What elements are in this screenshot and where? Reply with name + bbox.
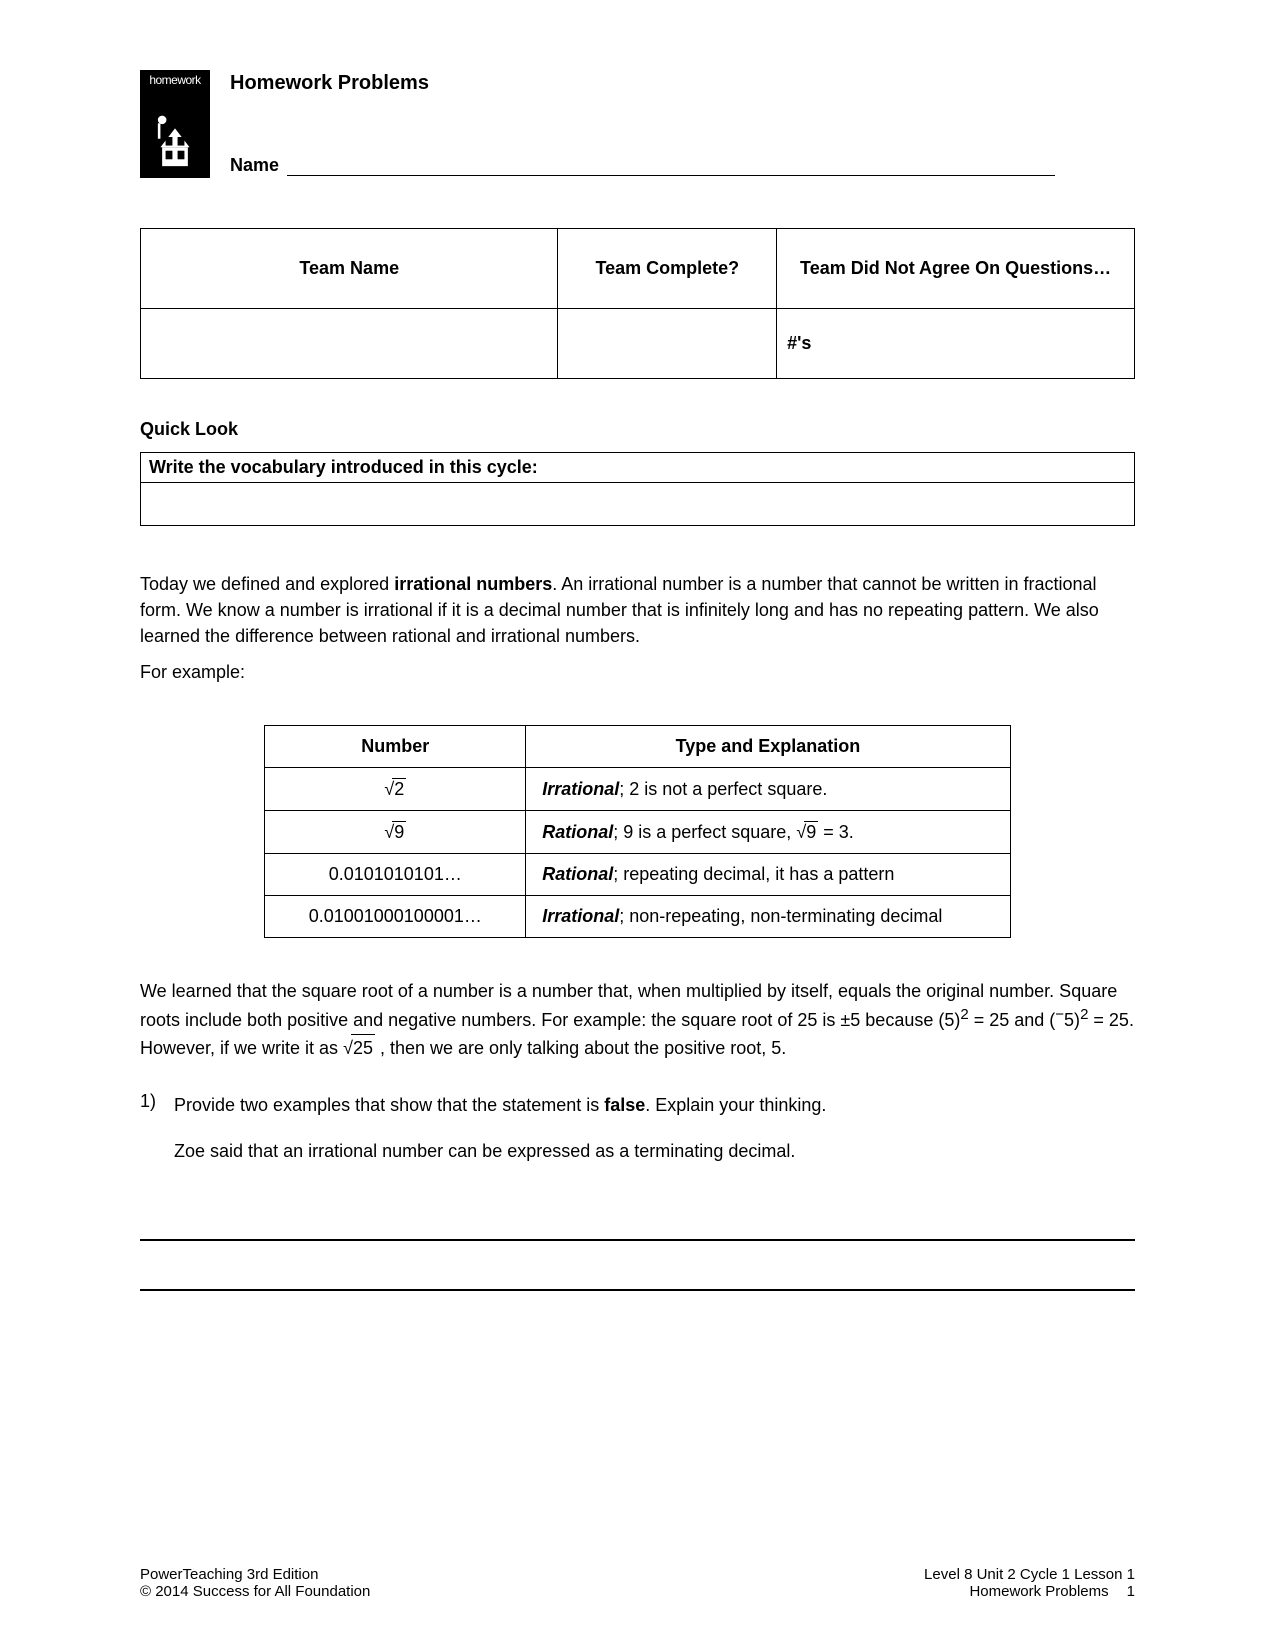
intro-bold: irrational numbers bbox=[394, 574, 552, 594]
answer-line-1[interactable] bbox=[140, 1201, 1135, 1241]
body2-2b: 5) bbox=[1064, 1010, 1080, 1030]
body-paragraph-2: We learned that the square root of a num… bbox=[140, 978, 1135, 1060]
team-name-cell[interactable] bbox=[141, 309, 558, 379]
team-name-header: Team Name bbox=[141, 229, 558, 309]
example-explanation-4: Irrational; non-repeating, non-terminati… bbox=[526, 896, 1010, 938]
footer-copyright: © 2014 Success for All Foundation bbox=[140, 1583, 370, 1600]
example-header-row: Number Type and Explanation bbox=[265, 726, 1010, 768]
homework-logo: homework bbox=[140, 70, 210, 178]
quick-look-box: Write the vocabulary introduced in this … bbox=[140, 452, 1135, 526]
team-complete-header: Team Complete? bbox=[558, 229, 777, 309]
name-field-row: Name bbox=[230, 155, 1135, 176]
superscript-1: 2 bbox=[960, 1006, 968, 1023]
header: homework Homework Problems Name bbox=[140, 70, 1135, 178]
example-number-3: 0.0101010101… bbox=[265, 854, 526, 896]
example-row-4: 0.01001000100001… Irrational; non-repeat… bbox=[265, 896, 1010, 938]
q1-bold: false bbox=[604, 1095, 645, 1115]
footer-section-page: Homework Problems 1 bbox=[924, 1583, 1135, 1600]
q1-statement: Zoe said that an irrational number can b… bbox=[174, 1137, 1135, 1166]
team-table-input-row: #'s bbox=[141, 309, 1135, 379]
sqrt-25: 25 bbox=[351, 1034, 375, 1061]
name-input-line[interactable] bbox=[287, 175, 1055, 176]
footer-edition: PowerTeaching 3rd Edition bbox=[140, 1566, 370, 1583]
question-1: 1) Provide two examples that show that t… bbox=[140, 1091, 1135, 1167]
q1-text-1: Provide two examples that show that the … bbox=[174, 1095, 604, 1115]
worksheet-page: homework Homework Problems Name bbox=[0, 0, 1275, 1341]
team-disagree-header: Team Did Not Agree On Questions… bbox=[777, 229, 1135, 309]
q1-text-2: . Explain your thinking. bbox=[645, 1095, 826, 1115]
intro-text-1: Today we defined and explored bbox=[140, 574, 394, 594]
intro-example-label: For example: bbox=[140, 659, 1135, 685]
quick-look-heading: Quick Look bbox=[140, 419, 1135, 440]
quick-look-input[interactable] bbox=[141, 483, 1134, 525]
example-table: Number Type and Explanation 2 Irrational… bbox=[264, 725, 1010, 938]
intro-paragraph: Today we defined and explored irrational… bbox=[140, 571, 1135, 649]
footer-level: Level 8 Unit 2 Cycle 1 Lesson 1 bbox=[924, 1566, 1135, 1583]
answer-lines bbox=[140, 1201, 1135, 1291]
example-explanation-1: Irrational; 2 is not a perfect square. bbox=[526, 768, 1010, 811]
logo-house-icon bbox=[140, 90, 210, 178]
example-number-2: 9 bbox=[265, 811, 526, 854]
example-row-1: 2 Irrational; 2 is not a perfect square. bbox=[265, 768, 1010, 811]
team-disagree-cell[interactable]: #'s bbox=[777, 309, 1135, 379]
example-number-1: 2 bbox=[265, 768, 526, 811]
negative-sign: − bbox=[1055, 1006, 1064, 1023]
quick-look-prompt: Write the vocabulary introduced in this … bbox=[141, 453, 1134, 483]
footer: PowerTeaching 3rd Edition © 2014 Success… bbox=[140, 1566, 1135, 1600]
question-text: Provide two examples that show that the … bbox=[174, 1091, 1135, 1167]
example-explanation-2: Rational; 9 is a perfect square, 9 = 3. bbox=[526, 811, 1010, 854]
footer-section: Homework Problems bbox=[969, 1583, 1108, 1600]
footer-right: Level 8 Unit 2 Cycle 1 Lesson 1 Homework… bbox=[924, 1566, 1135, 1600]
team-table-header-row: Team Name Team Complete? Team Did Not Ag… bbox=[141, 229, 1135, 309]
footer-left: PowerTeaching 3rd Edition © 2014 Success… bbox=[140, 1566, 370, 1600]
example-row-3: 0.0101010101… Rational; repeating decima… bbox=[265, 854, 1010, 896]
answer-line-2[interactable] bbox=[140, 1251, 1135, 1291]
number-header: Number bbox=[265, 726, 526, 768]
question-number: 1) bbox=[140, 1091, 156, 1167]
team-table: Team Name Team Complete? Team Did Not Ag… bbox=[140, 228, 1135, 379]
example-row-2: 9 Rational; 9 is a perfect square, 9 = 3… bbox=[265, 811, 1010, 854]
example-number-4: 0.01001000100001… bbox=[265, 896, 526, 938]
page-number: 1 bbox=[1127, 1583, 1135, 1600]
explanation-header: Type and Explanation bbox=[526, 726, 1010, 768]
numbers-label: #'s bbox=[787, 333, 811, 353]
team-complete-cell[interactable] bbox=[558, 309, 777, 379]
example-explanation-3: Rational; repeating decimal, it has a pa… bbox=[526, 854, 1010, 896]
page-title: Homework Problems bbox=[230, 72, 1135, 95]
body2-4: , then we are only talking about the pos… bbox=[375, 1038, 786, 1058]
body2-2: = 25 and ( bbox=[969, 1010, 1056, 1030]
header-text: Homework Problems Name bbox=[230, 70, 1135, 176]
logo-label: homework bbox=[140, 70, 210, 90]
name-label: Name bbox=[230, 155, 279, 176]
